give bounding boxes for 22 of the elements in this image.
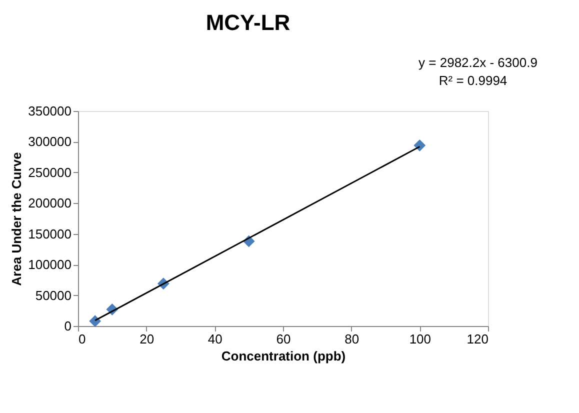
point bbox=[414, 140, 426, 152]
y-tick-label: 50000 bbox=[35, 288, 72, 303]
x-tick-label: 40 bbox=[208, 332, 222, 346]
point bbox=[89, 315, 101, 327]
y-tick-label: 250000 bbox=[28, 164, 72, 180]
y-tick-label: 100000 bbox=[28, 257, 72, 272]
x-tick-label: 20 bbox=[140, 332, 154, 346]
x-tick-label: 120 bbox=[466, 332, 488, 346]
y-tick-label: 150000 bbox=[28, 226, 72, 242]
y-tick-label: 200000 bbox=[28, 196, 72, 211]
x-tick-label: 0 bbox=[78, 332, 86, 346]
x-tick-label: 60 bbox=[276, 332, 291, 346]
text: R² = 0.9994 bbox=[438, 73, 508, 88]
x-axis-title: Concentration (ppb) bbox=[221, 348, 346, 364]
y-axis-title: Area Under the Curve bbox=[9, 152, 24, 286]
y-tick-label: 350000 bbox=[28, 104, 72, 118]
y-tick-label: 300000 bbox=[28, 134, 72, 150]
y-tick-label: 0 bbox=[64, 318, 72, 334]
text: y = 2982.2x - 6300.9 bbox=[418, 55, 538, 70]
x-tick-label: 80 bbox=[344, 332, 360, 346]
chart-title: MCY-LR bbox=[206, 10, 290, 35]
x-tick-label: 100 bbox=[409, 332, 432, 346]
